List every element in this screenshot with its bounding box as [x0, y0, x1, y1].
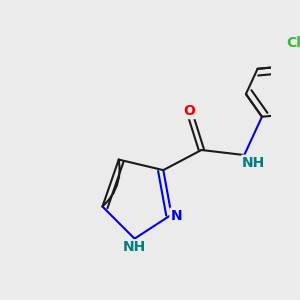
Text: NH: NH: [242, 156, 266, 170]
Text: N: N: [170, 208, 182, 223]
Text: NH: NH: [123, 240, 146, 254]
Text: Cl: Cl: [286, 36, 300, 50]
Text: O: O: [183, 104, 195, 118]
